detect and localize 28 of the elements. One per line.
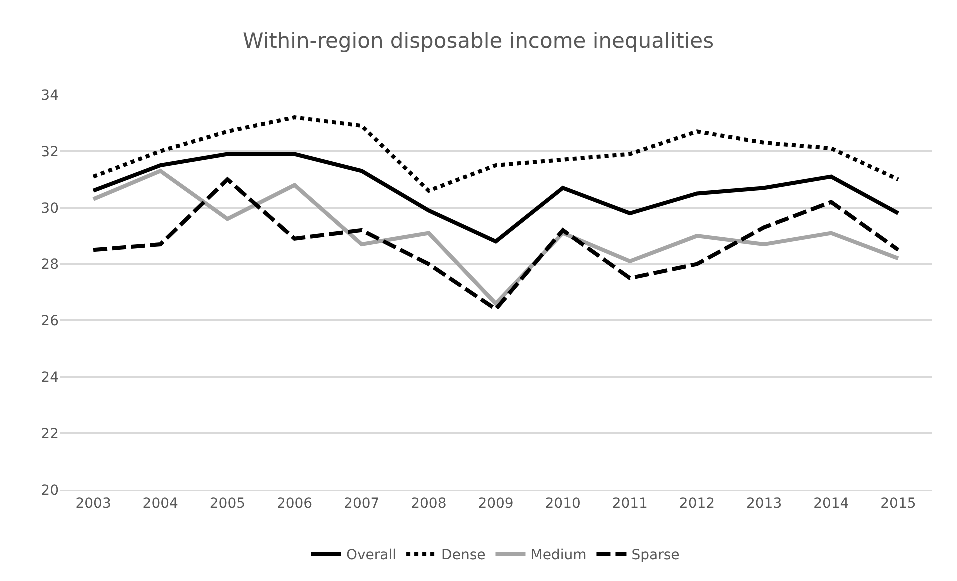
legend-label: Medium: [530, 548, 587, 564]
y-tick-label: 32: [41, 144, 59, 160]
y-tick-label: 30: [41, 200, 59, 217]
x-tick-label: 2004: [142, 496, 179, 512]
y-tick-label: 20: [41, 482, 59, 499]
x-tick-label: 2012: [679, 496, 716, 512]
y-tick-label: 28: [41, 257, 59, 274]
y-tick-label: 22: [41, 426, 59, 442]
y-tick-label: 24: [41, 370, 60, 386]
y-tick-label: 34: [41, 88, 60, 104]
x-tick-label: 2011: [612, 496, 648, 512]
legend-label: Sparse: [632, 548, 680, 564]
x-tick-label: 2006: [276, 496, 313, 512]
line-series: [92, 152, 900, 244]
x-tick-label: 2009: [478, 496, 514, 512]
x-tick-label: 2005: [210, 496, 246, 512]
x-tick-label: 2007: [344, 496, 380, 512]
chart-title: Within-region disposable income inequalities: [242, 29, 714, 54]
x-tick-label: 2010: [545, 496, 581, 512]
x-tick-label: 2014: [814, 496, 850, 512]
x-tick-label: 2008: [411, 496, 447, 512]
x-tick-label: 2003: [76, 496, 112, 512]
y-tick-label: 26: [41, 314, 60, 330]
legend-label: Overall: [346, 548, 397, 564]
line-series: [92, 116, 900, 193]
x-tick-label: 2013: [746, 496, 782, 512]
legend-label: Dense: [442, 548, 486, 564]
x-tick-label: 2015: [880, 496, 916, 512]
